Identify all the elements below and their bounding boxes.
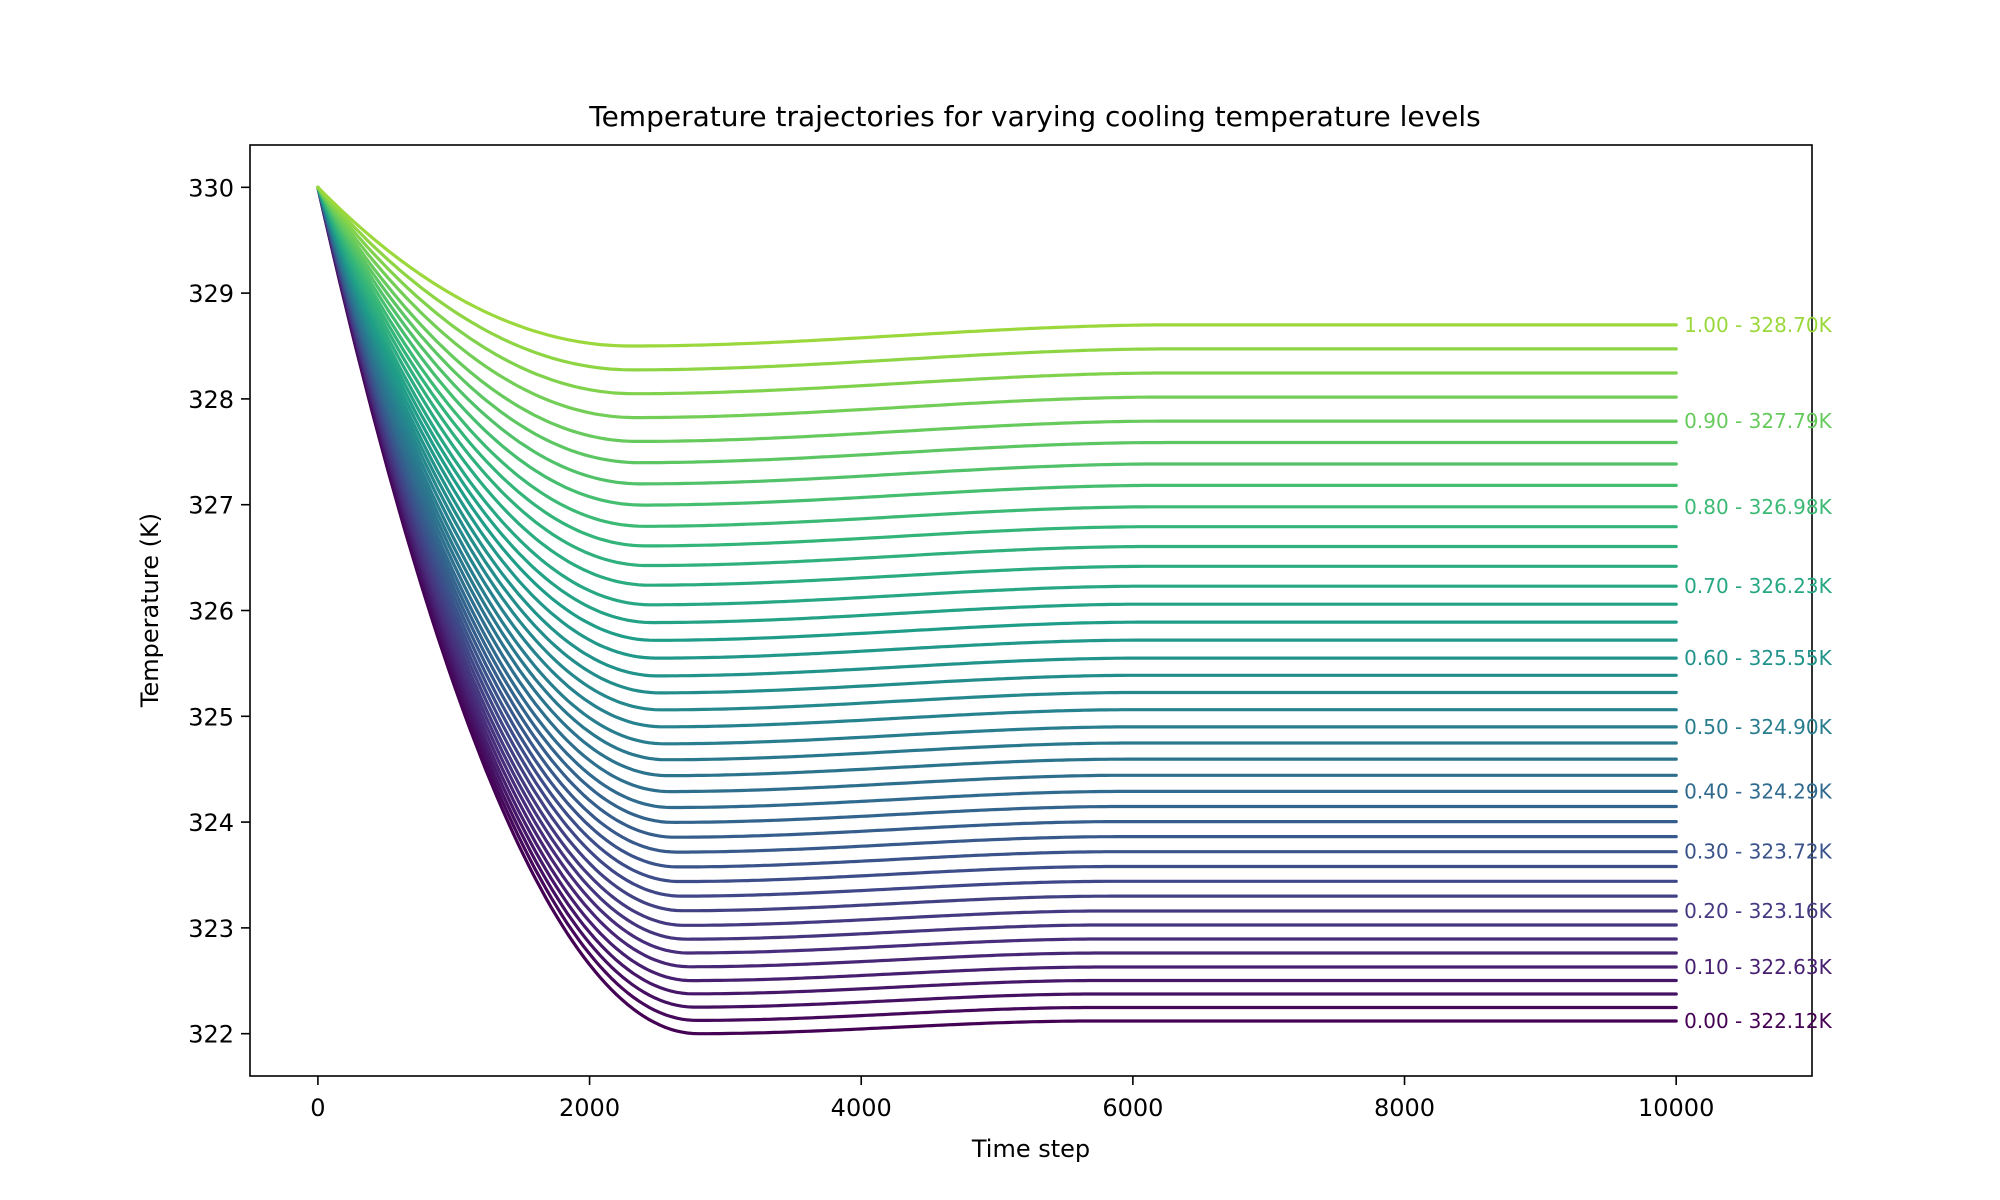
series-line-30 bbox=[316, 185, 1678, 568]
y-tick-label: 325 bbox=[188, 703, 234, 731]
series-end-label: 0.80 - 326.98K bbox=[1684, 495, 1832, 519]
series-line-21 bbox=[316, 185, 1678, 729]
x-tick-label: 2000 bbox=[559, 1094, 620, 1122]
series-line-36 bbox=[316, 185, 1678, 443]
series-end-label: 0.00 - 322.12K bbox=[1684, 1009, 1832, 1033]
series-line-39 bbox=[316, 185, 1678, 372]
series-end-label: 0.90 - 327.79K bbox=[1684, 409, 1832, 433]
series-line-18 bbox=[316, 185, 1678, 778]
series-line-7 bbox=[316, 185, 1678, 941]
series-line-23 bbox=[316, 185, 1678, 695]
series-line-11 bbox=[316, 185, 1678, 884]
series-line-6 bbox=[316, 185, 1678, 955]
series-line-5 bbox=[316, 185, 1678, 969]
x-tick-label: 8000 bbox=[1374, 1094, 1435, 1122]
series-line-19 bbox=[316, 185, 1678, 762]
x-tick-label: 10000 bbox=[1638, 1094, 1714, 1122]
series-line-35 bbox=[316, 185, 1678, 465]
series-line-29 bbox=[316, 185, 1678, 587]
y-tick-label: 326 bbox=[188, 598, 234, 626]
series-line-15 bbox=[316, 185, 1678, 825]
series-line-26 bbox=[316, 185, 1678, 642]
series-line-28 bbox=[316, 185, 1678, 607]
series-line-32 bbox=[316, 185, 1678, 528]
series-line-31 bbox=[316, 185, 1678, 548]
series-line-8 bbox=[316, 185, 1678, 927]
series-line-17 bbox=[316, 185, 1678, 794]
series-line-33 bbox=[316, 185, 1678, 507]
series-line-22 bbox=[316, 185, 1678, 712]
x-tick-label: 0 bbox=[310, 1094, 325, 1122]
series-line-14 bbox=[316, 185, 1678, 839]
series-end-label: 1.00 - 328.70K bbox=[1684, 313, 1832, 337]
y-tick-label: 327 bbox=[188, 492, 234, 520]
series-line-20 bbox=[316, 185, 1678, 746]
y-tick-label: 328 bbox=[188, 386, 234, 414]
x-tick-label: 6000 bbox=[1102, 1094, 1163, 1122]
series-line-0 bbox=[316, 185, 1678, 1036]
series-line-38 bbox=[316, 185, 1678, 396]
series-end-label: 0.20 - 323.16K bbox=[1684, 899, 1832, 923]
series-line-34 bbox=[316, 185, 1678, 486]
series-end-label: 0.40 - 324.29K bbox=[1684, 779, 1832, 803]
y-tick-label: 330 bbox=[188, 174, 234, 202]
y-axis: 322 323 324 325 326 327 328 329 330 bbox=[188, 174, 250, 1049]
y-tick-label: 322 bbox=[188, 1021, 234, 1049]
series-end-label: 0.70 - 326.23K bbox=[1684, 574, 1832, 598]
series-line-16 bbox=[316, 185, 1678, 810]
series-end-label: 0.60 - 325.55K bbox=[1684, 646, 1832, 670]
series-line-1 bbox=[316, 185, 1678, 1023]
x-axis: 0 2000 4000 6000 8000 10000 bbox=[310, 1076, 1714, 1122]
plot-frame bbox=[249, 144, 1813, 1077]
series-line-27 bbox=[316, 185, 1678, 625]
series-line-40 bbox=[316, 185, 1678, 348]
y-tick-label: 329 bbox=[188, 280, 234, 308]
series-end-label: 0.10 - 322.63K bbox=[1684, 955, 1832, 979]
y-tick-label: 324 bbox=[188, 809, 234, 837]
y-tick-label: 323 bbox=[188, 915, 234, 943]
series-line-37 bbox=[316, 185, 1678, 420]
series-line-25 bbox=[316, 185, 1678, 660]
series-line-12 bbox=[316, 185, 1678, 869]
series-line-2 bbox=[316, 185, 1678, 1009]
x-tick-label: 4000 bbox=[831, 1094, 892, 1122]
series-layer bbox=[316, 185, 1678, 1036]
series-line-24 bbox=[316, 185, 1678, 678]
series-end-label: 0.50 - 324.90K bbox=[1684, 715, 1832, 739]
series-line-4 bbox=[316, 185, 1678, 983]
series-line-9 bbox=[316, 185, 1678, 913]
series-line-13 bbox=[316, 185, 1678, 854]
series-line-10 bbox=[316, 185, 1678, 898]
series-end-labels: 1.00 - 328.70K 0.90 - 327.79K 0.80 - 326.9… bbox=[1684, 313, 1832, 1033]
y-axis-label: Temperature (K) bbox=[136, 513, 164, 708]
chart-title: Temperature trajectories for varying coo… bbox=[588, 100, 1481, 133]
x-axis-label: Time step bbox=[971, 1135, 1090, 1163]
series-end-label: 0.30 - 323.72K bbox=[1684, 840, 1832, 864]
series-line-3 bbox=[316, 185, 1678, 996]
